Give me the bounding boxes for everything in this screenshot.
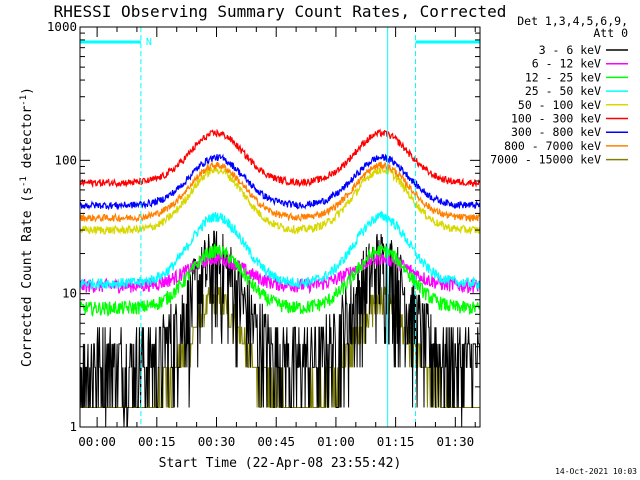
legend-header-line1: Det 1,3,4,5,6,9, — [517, 14, 628, 28]
legend-label: 300 - 800 keV — [511, 125, 601, 139]
chart-title: RHESSI Observing Summary Count Rates, Co… — [54, 2, 507, 21]
series-line-300-800keV — [79, 153, 481, 211]
x-tick-label: 01:00 — [317, 434, 355, 449]
y-tick-label: 100 — [54, 152, 77, 167]
x-tick-label: 01:30 — [437, 434, 475, 449]
legend-label: 50 - 100 keV — [518, 98, 601, 112]
legend-header-line2: Att 0 — [593, 26, 628, 40]
plot-frame — [79, 26, 481, 428]
y-axis-label: Corrected Count Rate (s-1 detector-1) — [19, 87, 35, 367]
series-line-25-50keV — [79, 210, 481, 291]
series-line-12-25keV — [79, 243, 481, 318]
series-line-100-300keV — [79, 128, 481, 189]
saa-marker-label: N — [146, 37, 152, 48]
series-line-50-100keV — [79, 164, 481, 236]
legend-label: 25 - 50 keV — [525, 84, 601, 98]
y-tick-label: 10 — [62, 286, 77, 301]
series-line-800-7000keV — [79, 161, 481, 223]
legend-label: 100 - 300 keV — [511, 112, 601, 126]
x-tick-label: 00:45 — [257, 434, 295, 449]
x-tick-label: 00:15 — [138, 434, 176, 449]
legend-label: 6 - 12 keV — [532, 57, 601, 71]
legend-label: 800 - 7000 keV — [504, 139, 601, 153]
x-tick-label: 00:00 — [78, 434, 116, 449]
x-tick-label: 00:30 — [198, 434, 236, 449]
x-axis-ticks: 00:00 00:15 00:30 00:45 01:00 01:15 01:30 — [78, 27, 476, 449]
y-axis-ticks: 1 10 100 1000 — [47, 19, 480, 434]
legend-label: 3 - 6 keV — [539, 43, 601, 57]
x-tick-label: 01:15 — [377, 434, 415, 449]
legend-label: 12 - 25 keV — [525, 70, 601, 84]
x-axis-label: Start Time (22-Apr-08 23:55:42) — [159, 456, 402, 471]
y-tick-label: 1 — [69, 419, 77, 434]
series-line-7000-15000keV — [80, 286, 480, 408]
plot-series-group — [79, 128, 481, 428]
y-tick-label: 1000 — [47, 19, 77, 34]
timestamp: 14-Oct-2021 10:03 — [555, 467, 637, 476]
series-line-6-12keV — [79, 251, 481, 295]
legend-label: 7000 - 15000 keV — [490, 153, 601, 167]
